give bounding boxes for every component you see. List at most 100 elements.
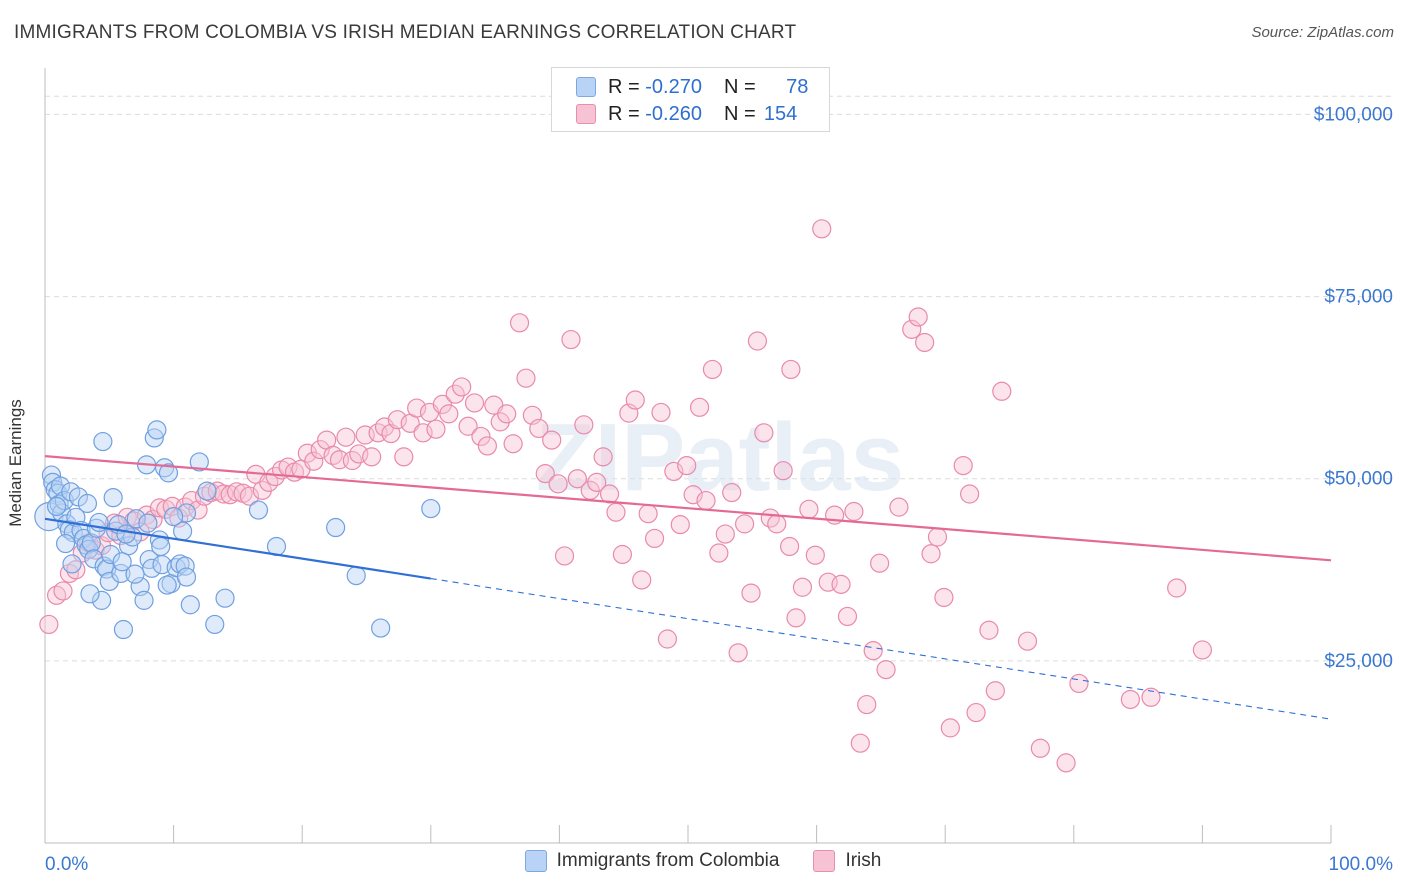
- irish-point: [863, 641, 883, 661]
- irish-point: [227, 482, 247, 502]
- colombia-point: [176, 567, 197, 587]
- irish-point: [497, 404, 517, 424]
- irish-point: [297, 443, 317, 463]
- colombia-point: [138, 513, 158, 533]
- tick-labels: $25,000 $50,000 $75,000 $100,000 0.0% 100.0%: [45, 104, 1393, 875]
- colombia-point: [144, 428, 164, 448]
- irish-point: [747, 331, 768, 351]
- irish-point: [194, 486, 215, 506]
- colombia-point: [46, 496, 67, 516]
- colombia-point: [97, 559, 117, 579]
- irish-point: [1056, 753, 1076, 773]
- colombia-point: [80, 584, 100, 604]
- colombia-point: [346, 566, 366, 586]
- legend-n-value: 78: [786, 75, 809, 98]
- irish-point: [464, 393, 485, 413]
- y-tick-label: $50,000: [1324, 469, 1393, 490]
- legend-item-label: Irish: [845, 850, 882, 871]
- irish-point: [394, 447, 414, 467]
- irish-point: [252, 480, 272, 500]
- irish-point: [304, 451, 324, 471]
- irish-point: [953, 456, 973, 476]
- trend-lines: [44, 455, 1332, 720]
- irish-point: [477, 436, 497, 456]
- colombia-points: [34, 420, 441, 640]
- colombia-point: [154, 458, 175, 478]
- watermark: ZIPatlas: [536, 404, 904, 511]
- irish-point: [548, 474, 568, 494]
- irish-point: [722, 482, 742, 503]
- irish-point: [754, 423, 774, 443]
- irish-point: [632, 570, 652, 590]
- irish-point: [992, 381, 1012, 401]
- colombia-point: [176, 503, 197, 523]
- irish-point: [876, 659, 896, 680]
- legend-item-colombia[interactable]: Immigrants from Colombia: [524, 850, 780, 872]
- legend-n-label: N =: [723, 102, 756, 125]
- x-tick-label: 100.0%: [1329, 854, 1394, 875]
- legend-item-irish[interactable]: Irish: [813, 850, 881, 872]
- colombia-point: [158, 463, 179, 483]
- legend-r-label: R =: [608, 75, 640, 98]
- irish-point: [574, 415, 594, 435]
- irish-point: [362, 447, 382, 467]
- x-tick-label: 0.0%: [45, 854, 88, 875]
- irish-point: [940, 718, 960, 738]
- irish-point: [612, 544, 633, 565]
- irish-point: [599, 484, 620, 504]
- colombia-point: [326, 517, 346, 538]
- irish-point: [1167, 578, 1187, 598]
- legend-item-label: Immigrants from Colombia: [556, 850, 780, 871]
- irish-point: [837, 606, 858, 627]
- irish-point: [1017, 631, 1038, 651]
- irish-point: [715, 524, 735, 544]
- irish-point: [792, 577, 813, 597]
- irish-point: [696, 490, 716, 511]
- irish-point: [413, 423, 433, 443]
- colombia-point: [93, 431, 113, 452]
- series-legend: Immigrants from Colombia Irish: [0, 850, 1406, 872]
- colombia-point: [180, 595, 200, 615]
- irish-point: [336, 427, 356, 447]
- colombia-point: [142, 558, 162, 578]
- irish-point: [529, 418, 549, 439]
- legend-swatch-blue: [524, 850, 547, 872]
- irish-point: [966, 702, 986, 723]
- irish-point: [908, 307, 928, 327]
- irish-point: [593, 447, 613, 467]
- y-tick-label: $25,000: [1324, 651, 1393, 672]
- colombia-point: [126, 509, 146, 529]
- irish-point: [567, 469, 588, 489]
- legend-r-value: -0.260: [645, 102, 702, 125]
- irish-point: [432, 394, 452, 414]
- colombia-point: [113, 619, 134, 640]
- irish-point: [850, 733, 870, 753]
- colombia-point: [62, 554, 82, 574]
- colombia-point: [151, 536, 171, 557]
- irish-point: [587, 472, 607, 492]
- irish-point: [1069, 673, 1089, 694]
- colombia-trend-extension: [430, 577, 1332, 720]
- irish-point: [728, 643, 748, 663]
- irish-point: [767, 514, 787, 534]
- irish-point: [426, 419, 446, 439]
- legend-row-irish: R = -0.260 N = 154: [576, 102, 797, 126]
- irish-point: [509, 313, 530, 333]
- y-axis-label: Median Earnings: [6, 399, 25, 527]
- irish-point: [689, 397, 710, 417]
- irish-point: [781, 359, 801, 380]
- irish-point: [927, 527, 948, 547]
- colombia-point: [157, 575, 177, 595]
- irish-point: [39, 614, 59, 635]
- irish-point: [503, 434, 523, 454]
- irish-point: [831, 574, 851, 594]
- irish-point: [638, 504, 658, 524]
- irish-point: [407, 398, 427, 418]
- colombia-point: [77, 493, 98, 514]
- irish-point: [960, 484, 980, 504]
- colombia-point: [99, 571, 119, 592]
- irish-point: [554, 546, 575, 566]
- irish-point: [779, 536, 800, 557]
- colombia-trend-line: [44, 517, 431, 580]
- irish-points: [39, 219, 1213, 773]
